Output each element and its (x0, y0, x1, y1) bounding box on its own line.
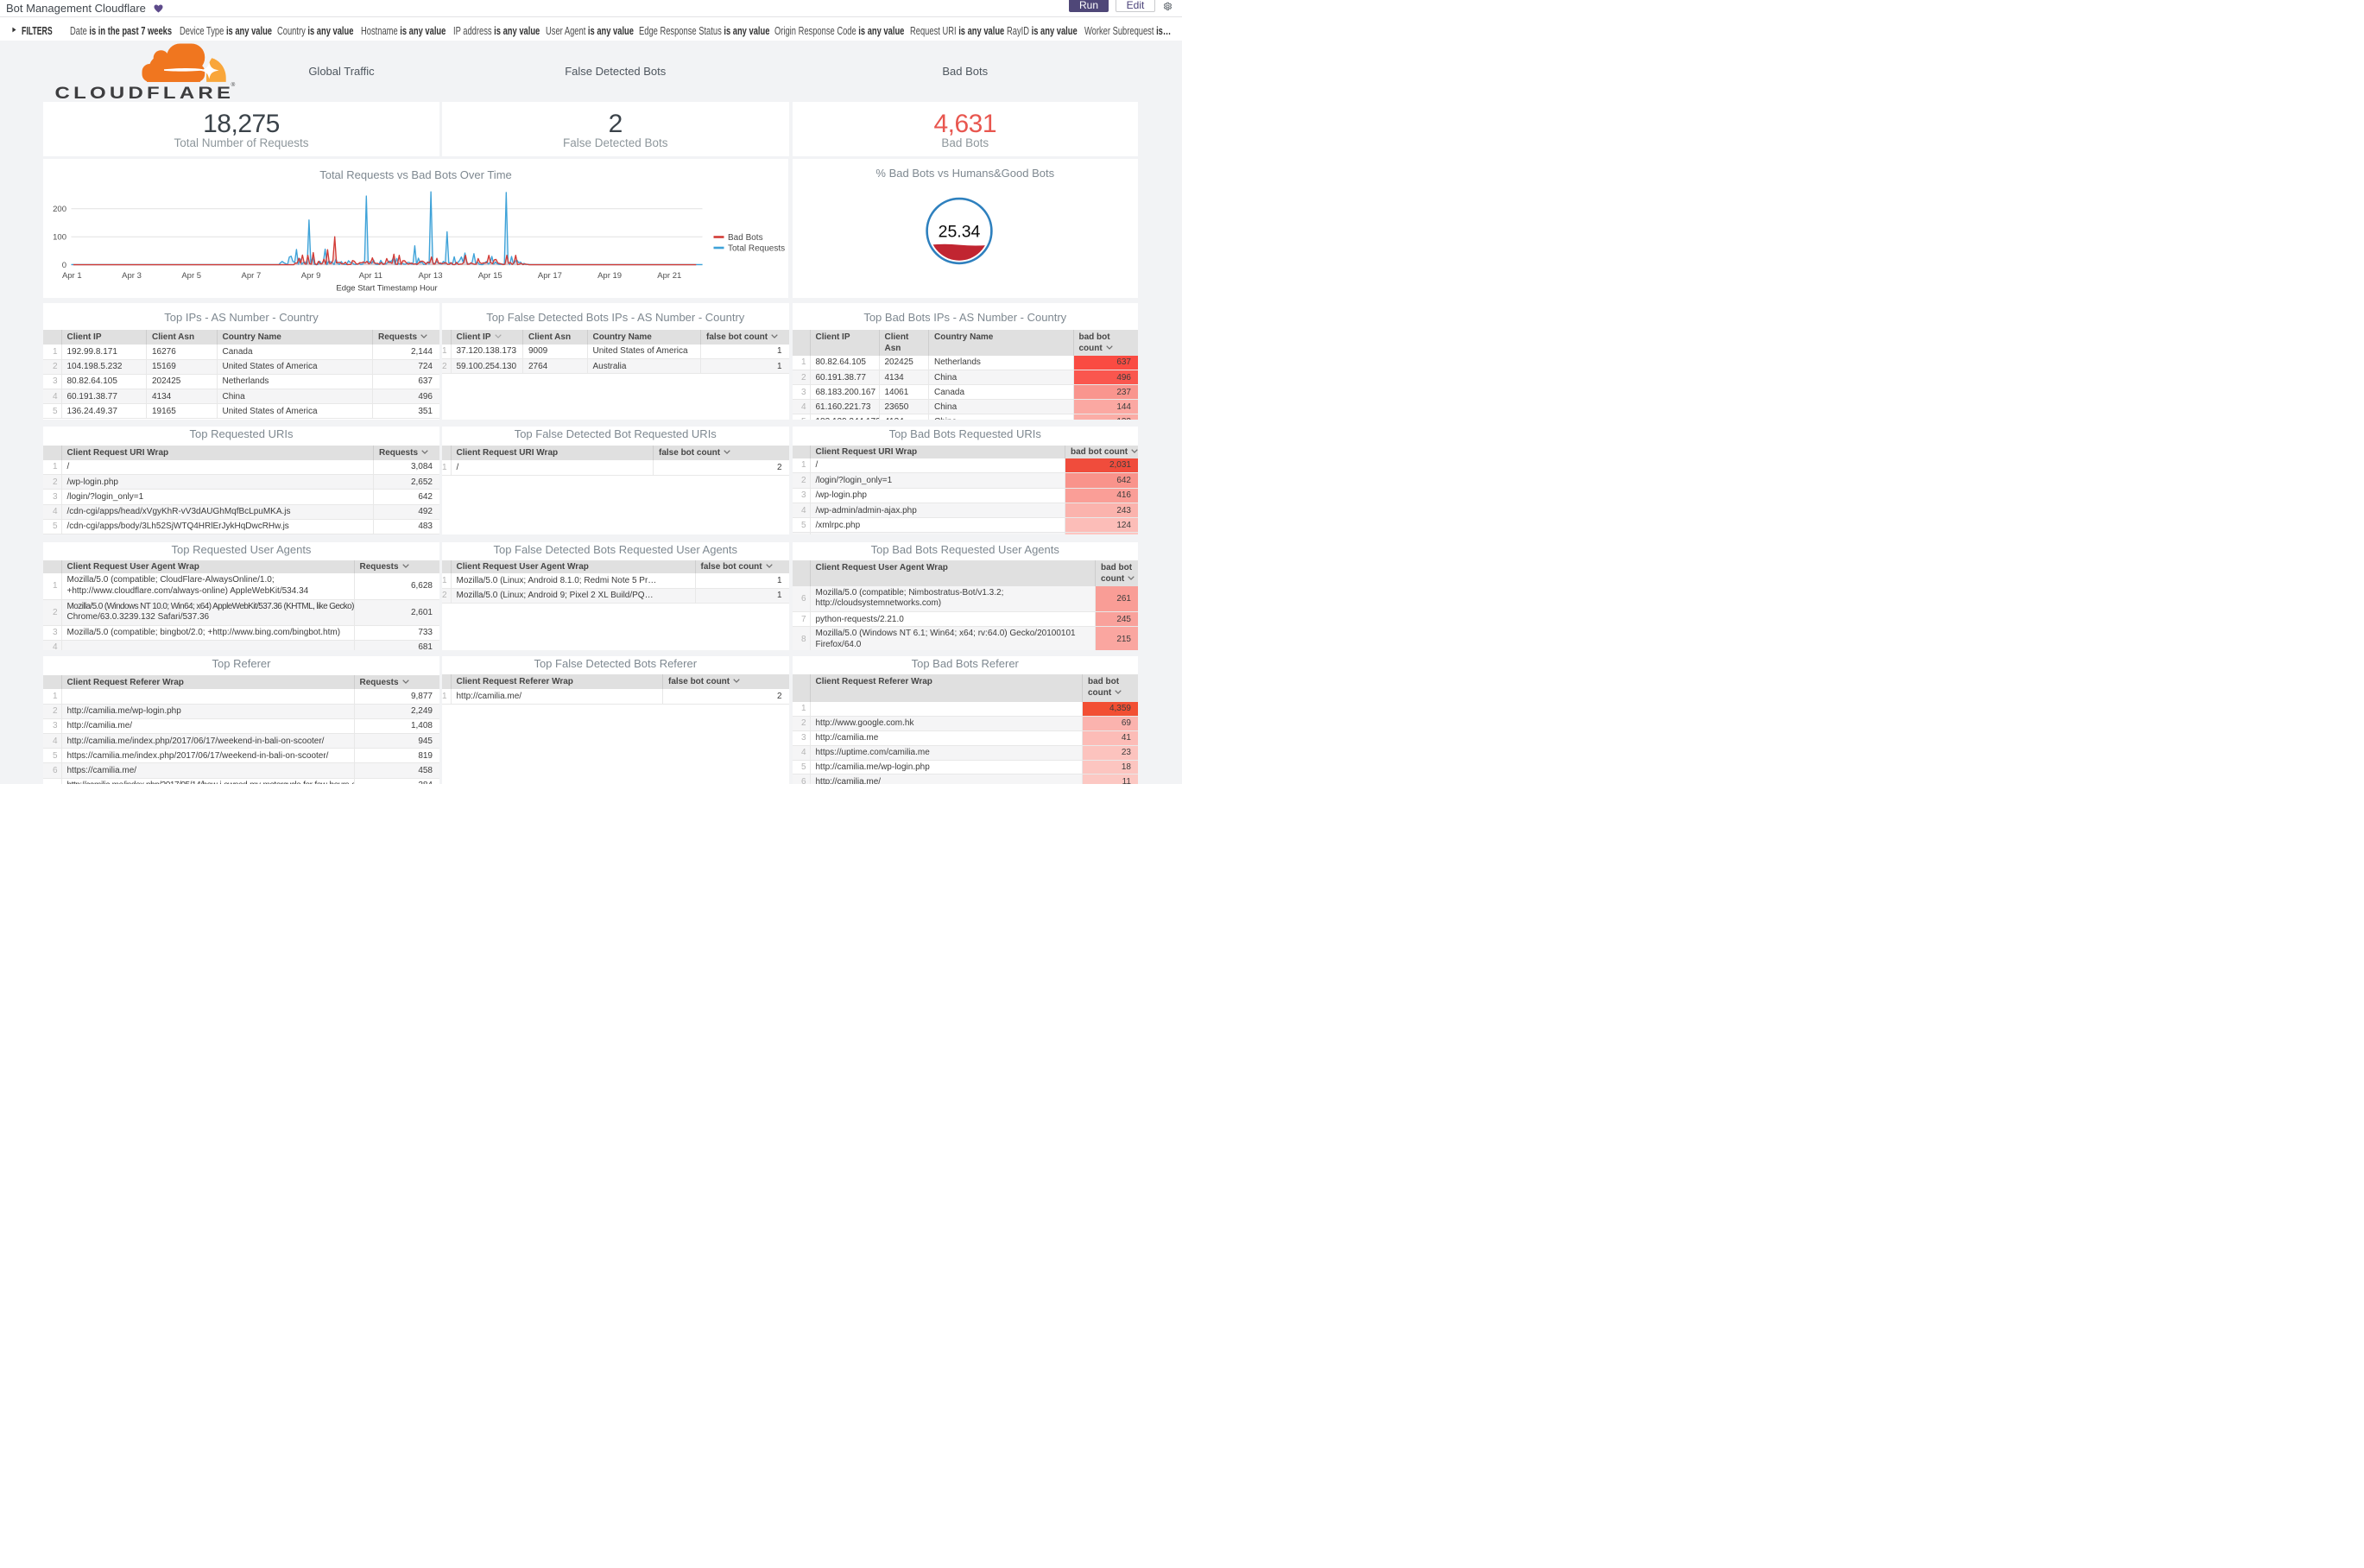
svg-text:®: ® (231, 81, 236, 88)
svg-text:100: 100 (53, 233, 66, 243)
svg-text:0: 0 (62, 261, 66, 270)
svg-text:Apr 7: Apr 7 (242, 271, 262, 281)
svg-text:Apr 15: Apr 15 (478, 271, 503, 281)
svg-text:Edge Start Timestamp Hour: Edge Start Timestamp Hour (336, 284, 437, 294)
svg-text:Apr 19: Apr 19 (597, 271, 622, 281)
svg-text:200: 200 (53, 205, 66, 214)
svg-text:Apr 21: Apr 21 (657, 271, 681, 281)
svg-text:25.34: 25.34 (938, 223, 980, 242)
svg-text:Apr 3: Apr 3 (122, 271, 142, 281)
svg-text:Apr 11: Apr 11 (359, 271, 382, 281)
svg-text:Total Requests: Total Requests (728, 244, 785, 254)
svg-text:Apr 13: Apr 13 (419, 271, 443, 281)
svg-text:Apr 17: Apr 17 (538, 271, 562, 281)
svg-text:Bad Bots: Bad Bots (728, 233, 763, 243)
svg-text:CLOUDFLARE: CLOUDFLARE (55, 83, 235, 101)
svg-text:Apr 1: Apr 1 (62, 271, 82, 281)
svg-text:Apr 5: Apr 5 (181, 271, 201, 281)
svg-text:Apr 9: Apr 9 (301, 271, 321, 281)
